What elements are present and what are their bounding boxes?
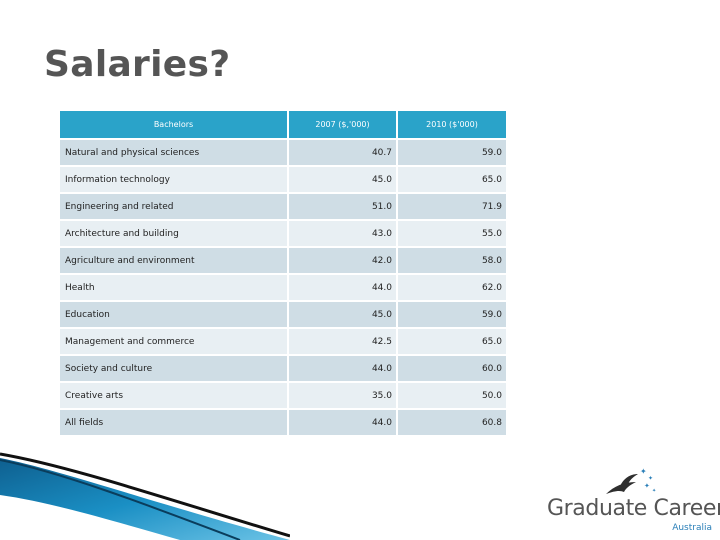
table-row: Health 44.0 62.0 [60,274,508,302]
svg-text:✦: ✦ [644,482,650,490]
row-value-2010: 71.9 [397,193,508,221]
row-field-name: Information technology [60,166,289,194]
row-value-2007: 51.0 [288,193,398,221]
table-row: Agriculture and environment 42.0 58.0 [60,247,508,275]
table-header-row: Bachelors 2007 ($,'000) 2010 ($'000) [60,111,508,140]
table-row: Society and culture 44.0 60.0 [60,355,508,383]
svg-text:✦: ✦ [652,488,656,494]
row-value-2010: 60.8 [397,409,508,437]
row-field-name: Natural and physical sciences [60,139,289,167]
slide-title: Salaries? [44,44,231,85]
header-bachelors: Bachelors [60,111,289,140]
row-field-name: All fields [60,409,289,437]
row-value-2007: 45.0 [288,166,398,194]
row-value-2010: 62.0 [397,274,508,302]
row-value-2010: 65.0 [397,166,508,194]
table-row: Engineering and related 51.0 71.9 [60,193,508,221]
row-field-name: Education [60,301,289,329]
row-value-2007: 42.0 [288,247,398,275]
bird-stars-icon: ✦ ✦ ✦ ✦ [606,467,656,494]
row-field-name: Health [60,274,289,302]
graduate-careers-logo: ✦ ✦ ✦ ✦ Graduate Careers Australia [540,466,720,536]
decorative-swoosh [0,452,290,540]
table-row: All fields 44.0 60.8 [60,409,508,437]
table-row: Creative arts 35.0 50.0 [60,382,508,410]
svg-text:✦: ✦ [640,467,647,476]
row-field-name: Management and commerce [60,328,289,356]
table-row: Management and commerce 42.5 65.0 [60,328,508,356]
row-value-2010: 59.0 [397,139,508,167]
table-row: Information technology 45.0 65.0 [60,166,508,194]
row-value-2010: 55.0 [397,220,508,248]
salary-table: Bachelors 2007 ($,'000) 2010 ($'000) Nat… [60,111,508,437]
row-value-2010: 58.0 [397,247,508,275]
table-row: Education 45.0 59.0 [60,301,508,329]
table-body: Natural and physical sciences 40.7 59.0 Inf… [60,139,508,437]
row-value-2007: 44.0 [288,355,398,383]
logo-name: Graduate Careers [547,496,720,521]
header-2007: 2007 ($,'000) [288,111,398,140]
row-value-2010: 50.0 [397,382,508,410]
row-field-name: Society and culture [60,355,289,383]
row-value-2010: 65.0 [397,328,508,356]
row-field-name: Engineering and related [60,193,289,221]
row-value-2007: 35.0 [288,382,398,410]
row-field-name: Architecture and building [60,220,289,248]
logo-subtitle: Australia [672,523,712,533]
header-2010: 2010 ($'000) [397,111,508,140]
row-value-2007: 40.7 [288,139,398,167]
row-value-2007: 44.0 [288,274,398,302]
svg-text:✦: ✦ [648,475,653,482]
row-value-2010: 59.0 [397,301,508,329]
row-value-2007: 42.5 [288,328,398,356]
row-value-2010: 60.0 [397,355,508,383]
table-row: Architecture and building 43.0 55.0 [60,220,508,248]
row-value-2007: 43.0 [288,220,398,248]
row-field-name: Agriculture and environment [60,247,289,275]
row-value-2007: 45.0 [288,301,398,329]
row-value-2007: 44.0 [288,409,398,437]
table-row: Natural and physical sciences 40.7 59.0 [60,139,508,167]
row-field-name: Creative arts [60,382,289,410]
